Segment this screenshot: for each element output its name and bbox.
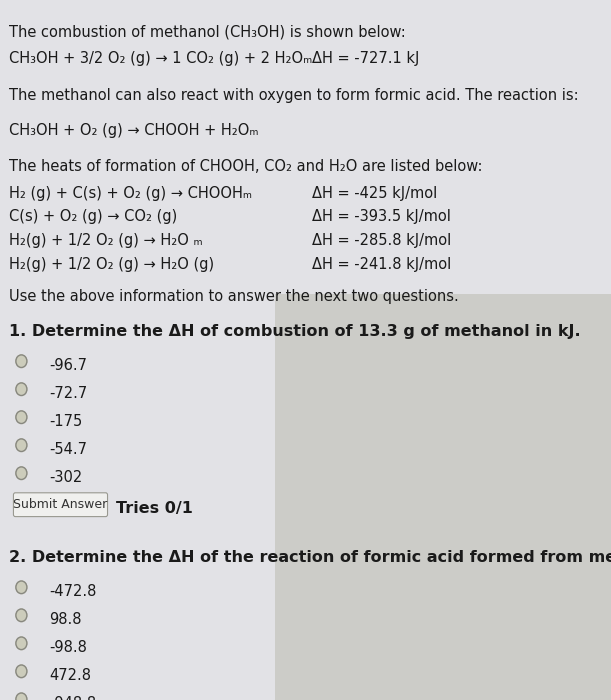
Text: The heats of formation of CHOOH, CO₂ and H₂O are listed below:: The heats of formation of CHOOH, CO₂ and… [9, 159, 483, 174]
Text: -472.8: -472.8 [49, 584, 97, 598]
FancyBboxPatch shape [275, 294, 611, 700]
Text: H₂ (g) + C(s) + O₂ (g) → CHOOHₘ: H₂ (g) + C(s) + O₂ (g) → CHOOHₘ [9, 186, 252, 200]
Text: ΔH = -727.1 kJ: ΔH = -727.1 kJ [312, 51, 419, 66]
Text: CH₃OH + O₂ (g) → CHOOH + H₂Oₘ: CH₃OH + O₂ (g) → CHOOH + H₂Oₘ [9, 122, 258, 137]
Text: -98.8: -98.8 [49, 640, 87, 655]
Circle shape [16, 637, 27, 650]
Text: -302: -302 [49, 470, 82, 484]
Text: Submit Answer: Submit Answer [13, 498, 108, 511]
Circle shape [16, 609, 27, 622]
Text: 98.8: 98.8 [49, 612, 81, 626]
Circle shape [16, 467, 27, 480]
Text: 472.8: 472.8 [49, 668, 91, 682]
Circle shape [16, 411, 27, 424]
Text: 1. Determine the ΔH of combustion of 13.3 g of methanol in kJ.: 1. Determine the ΔH of combustion of 13.… [9, 324, 581, 339]
Text: ΔH = -393.5 kJ/mol: ΔH = -393.5 kJ/mol [312, 209, 450, 224]
Text: The methanol can also react with oxygen to form formic acid. The reaction is:: The methanol can also react with oxygen … [9, 88, 579, 102]
Text: ΔH = -285.8 kJ/mol: ΔH = -285.8 kJ/mol [312, 233, 451, 248]
Text: -72.7: -72.7 [49, 386, 87, 400]
Circle shape [16, 693, 27, 700]
Circle shape [16, 439, 27, 452]
Circle shape [16, 355, 27, 368]
Text: -948.8: -948.8 [49, 696, 96, 700]
Circle shape [16, 383, 27, 395]
Text: C(s) + O₂ (g) → CO₂ (g): C(s) + O₂ (g) → CO₂ (g) [9, 209, 177, 224]
Text: Use the above information to answer the next two questions.: Use the above information to answer the … [9, 289, 459, 304]
Text: The combustion of methanol (CH₃OH) is shown below:: The combustion of methanol (CH₃OH) is sh… [9, 25, 406, 39]
Text: CH₃OH + 3/2 O₂ (g) → 1 CO₂ (g) + 2 H₂Oₘ: CH₃OH + 3/2 O₂ (g) → 1 CO₂ (g) + 2 H₂Oₘ [9, 51, 312, 66]
Text: ΔH = -241.8 kJ/mol: ΔH = -241.8 kJ/mol [312, 257, 451, 272]
Text: -96.7: -96.7 [49, 358, 87, 372]
Text: 2. Determine the ΔH of the reaction of formic acid formed from methanol in kJ.: 2. Determine the ΔH of the reaction of f… [9, 550, 611, 565]
Text: -54.7: -54.7 [49, 442, 87, 456]
Circle shape [16, 581, 27, 594]
Text: H₂(g) + 1/2 O₂ (g) → H₂O ₘ: H₂(g) + 1/2 O₂ (g) → H₂O ₘ [9, 233, 203, 248]
Text: -175: -175 [49, 414, 82, 428]
Text: H₂(g) + 1/2 O₂ (g) → H₂O (g): H₂(g) + 1/2 O₂ (g) → H₂O (g) [9, 257, 214, 272]
Text: Tries 0/1: Tries 0/1 [116, 500, 193, 515]
Text: ΔH = -425 kJ/mol: ΔH = -425 kJ/mol [312, 186, 437, 200]
Circle shape [16, 665, 27, 678]
